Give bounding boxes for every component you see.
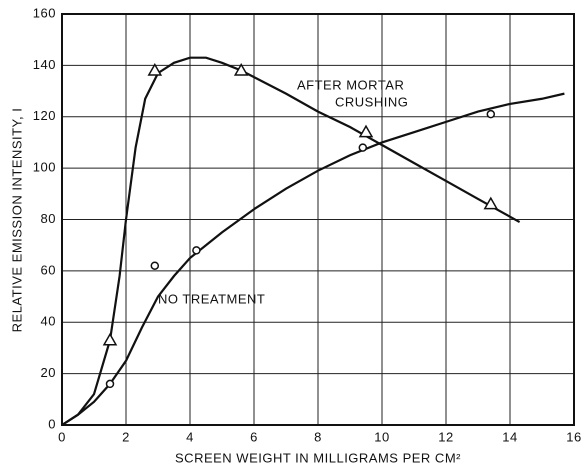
x-tick-label: 8 xyxy=(314,429,322,444)
y-tick-label: 140 xyxy=(33,57,56,72)
x-tick-label: 12 xyxy=(438,429,453,444)
x-tick-label: 0 xyxy=(58,429,66,444)
marker xyxy=(233,63,249,76)
x-tick-label: 14 xyxy=(502,429,517,444)
marker xyxy=(358,143,368,152)
y-tick-label: 0 xyxy=(48,416,56,431)
curve xyxy=(61,56,521,426)
marker xyxy=(102,332,118,346)
y-tick-label: 40 xyxy=(41,314,56,329)
x-tick-label: 2 xyxy=(122,429,130,444)
marker xyxy=(150,261,160,270)
curve xyxy=(61,92,565,426)
marker xyxy=(358,124,374,138)
annotation: NO TREATMENT xyxy=(158,291,265,306)
marker xyxy=(105,379,115,389)
y-tick-label: 80 xyxy=(41,211,56,226)
annotation: AFTER MORTAR xyxy=(297,77,404,92)
x-tick-label: 10 xyxy=(374,429,389,444)
y-axis-title: RELATIVE EMISSION INTENSITY, I xyxy=(9,108,24,333)
y-tick-label: 160 xyxy=(33,5,56,20)
marker xyxy=(192,246,201,255)
marker xyxy=(483,196,499,210)
plot-frame xyxy=(61,13,575,426)
x-tick-label: 16 xyxy=(566,429,581,444)
x-axis-title: SCREEN WEIGHT IN MILLIGRAMS PER CM² xyxy=(175,450,461,465)
y-tick-label: 20 xyxy=(41,365,56,380)
marker xyxy=(147,63,163,76)
y-tick-label: 100 xyxy=(33,160,56,175)
y-tick-label: 60 xyxy=(41,262,56,277)
annotation: CRUSHING xyxy=(335,94,408,109)
x-tick-label: 6 xyxy=(250,429,258,444)
x-tick-label: 4 xyxy=(186,429,194,444)
y-tick-label: 120 xyxy=(33,108,56,123)
marker xyxy=(486,109,496,119)
